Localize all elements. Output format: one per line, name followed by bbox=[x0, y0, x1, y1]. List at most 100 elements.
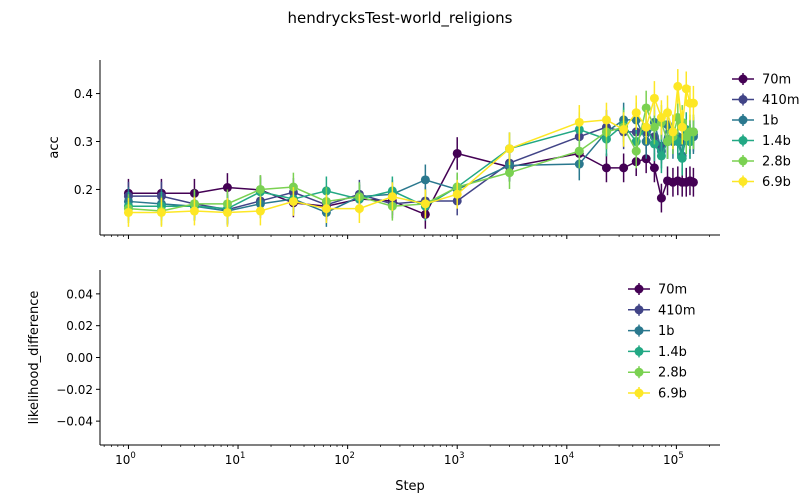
data-point bbox=[156, 207, 166, 217]
data-point bbox=[255, 206, 265, 216]
legend-label: 70m bbox=[762, 73, 791, 88]
data-point bbox=[641, 103, 651, 113]
x-tick-label: 100 bbox=[115, 451, 136, 467]
y-axis-label: likelihood_difference bbox=[27, 291, 42, 425]
data-point bbox=[677, 122, 687, 132]
legend-entry-70m: 70m bbox=[628, 283, 687, 298]
legend-marker bbox=[634, 284, 644, 294]
data-point bbox=[601, 115, 611, 125]
data-point bbox=[619, 125, 629, 135]
data-point bbox=[649, 163, 659, 173]
legend-marker bbox=[634, 346, 644, 356]
data-point bbox=[222, 183, 232, 193]
data-point bbox=[420, 199, 430, 209]
data-point bbox=[574, 146, 584, 156]
legend-marker bbox=[738, 156, 748, 166]
y-tick-label: −0.04 bbox=[56, 415, 93, 429]
legend-entry-1.4b: 1.4b bbox=[732, 134, 791, 149]
legend-marker bbox=[738, 136, 748, 145]
chart-title: hendrycksTest-world_religions bbox=[288, 9, 513, 28]
y-tick-label: 0.00 bbox=[66, 351, 93, 365]
y-tick-label: 0.02 bbox=[66, 319, 93, 333]
data-point bbox=[452, 189, 462, 199]
legend-marker bbox=[738, 115, 748, 125]
legend-entry-1.4b: 1.4b bbox=[628, 345, 687, 360]
data-point bbox=[288, 196, 298, 206]
data-point bbox=[631, 146, 641, 156]
data-point bbox=[387, 192, 397, 202]
legend-entry-1b: 1b bbox=[628, 324, 675, 339]
y-tick-label: 0.4 bbox=[74, 87, 93, 101]
y-axis-label: acc bbox=[47, 136, 62, 158]
legend-label: 410m bbox=[762, 93, 799, 108]
series-1.4b bbox=[123, 107, 698, 224]
data-point bbox=[619, 163, 629, 173]
data-point bbox=[656, 193, 666, 203]
data-point bbox=[677, 153, 687, 163]
legend-label: 2.8b bbox=[762, 155, 791, 170]
legend-entry-70m: 70m bbox=[732, 73, 791, 88]
series-2.8b bbox=[123, 90, 698, 226]
data-point bbox=[688, 177, 698, 187]
data-point bbox=[354, 204, 364, 214]
x-tick-label: 104 bbox=[553, 451, 574, 467]
legend-label: 70m bbox=[658, 283, 687, 298]
legend-entry-2.8b: 2.8b bbox=[628, 366, 687, 381]
x-tick-label: 101 bbox=[225, 451, 246, 467]
legend-marker bbox=[738, 177, 748, 186]
data-point bbox=[601, 163, 611, 173]
x-tick-label: 102 bbox=[334, 451, 355, 467]
series-line bbox=[128, 86, 694, 214]
data-point bbox=[321, 204, 331, 214]
data-point bbox=[681, 84, 691, 94]
data-point bbox=[656, 113, 666, 123]
data-point bbox=[656, 151, 666, 161]
y-tick-label: 0.2 bbox=[74, 183, 93, 197]
y-tick-label: 0.04 bbox=[66, 287, 93, 301]
legend-marker bbox=[634, 305, 644, 315]
legend-label: 6.9b bbox=[762, 175, 791, 190]
data-point bbox=[663, 108, 673, 118]
data-point bbox=[631, 108, 641, 118]
legend-marker bbox=[738, 74, 748, 84]
legend-entry-1b: 1b bbox=[732, 114, 779, 129]
data-point bbox=[688, 98, 698, 108]
y-tick-label: −0.02 bbox=[56, 383, 93, 397]
data-point bbox=[649, 93, 659, 103]
series-70m bbox=[123, 137, 698, 229]
data-point bbox=[641, 122, 651, 132]
y-tick-label: 0.3 bbox=[74, 135, 93, 149]
legend-label: 410m bbox=[658, 303, 695, 318]
legend-label: 1b bbox=[762, 114, 779, 129]
legend-label: 1b bbox=[658, 324, 675, 339]
legend-entry-410m: 410m bbox=[732, 93, 799, 108]
legend-label: 2.8b bbox=[658, 366, 687, 381]
data-point bbox=[668, 127, 678, 137]
legend-label: 6.9b bbox=[658, 387, 687, 402]
legend-marker bbox=[634, 367, 644, 377]
data-point bbox=[123, 207, 133, 217]
data-point bbox=[255, 184, 265, 194]
data-point bbox=[505, 144, 515, 154]
x-tick-label: 105 bbox=[663, 451, 684, 467]
legend-entry-6.9b: 6.9b bbox=[732, 175, 791, 190]
likelihood-difference-panel: −0.04 −0.02 0.00 0.02 0.04 likelihood_differe… bbox=[27, 270, 720, 467]
series-6.9b bbox=[123, 69, 698, 227]
data-point bbox=[452, 148, 462, 158]
x-tick-label: 103 bbox=[444, 451, 465, 467]
data-point bbox=[505, 168, 515, 178]
legend-label: 1.4b bbox=[762, 134, 791, 149]
data-point bbox=[420, 175, 430, 185]
x-axis-label: Step bbox=[395, 479, 425, 494]
legend-entry-410m: 410m bbox=[628, 303, 695, 318]
legend-label: 1.4b bbox=[658, 345, 687, 360]
legend-entry-2.8b: 2.8b bbox=[732, 155, 791, 170]
data-point bbox=[673, 81, 683, 91]
data-point bbox=[649, 122, 659, 132]
data-point bbox=[222, 207, 232, 217]
legend-marker bbox=[634, 326, 644, 336]
data-point bbox=[189, 206, 199, 216]
data-point bbox=[688, 127, 698, 137]
accuracy-panel: 0.2 0.3 0.4 acc 70m 410m 1b 1.4b 2.8b 6.9b bbox=[47, 60, 799, 239]
